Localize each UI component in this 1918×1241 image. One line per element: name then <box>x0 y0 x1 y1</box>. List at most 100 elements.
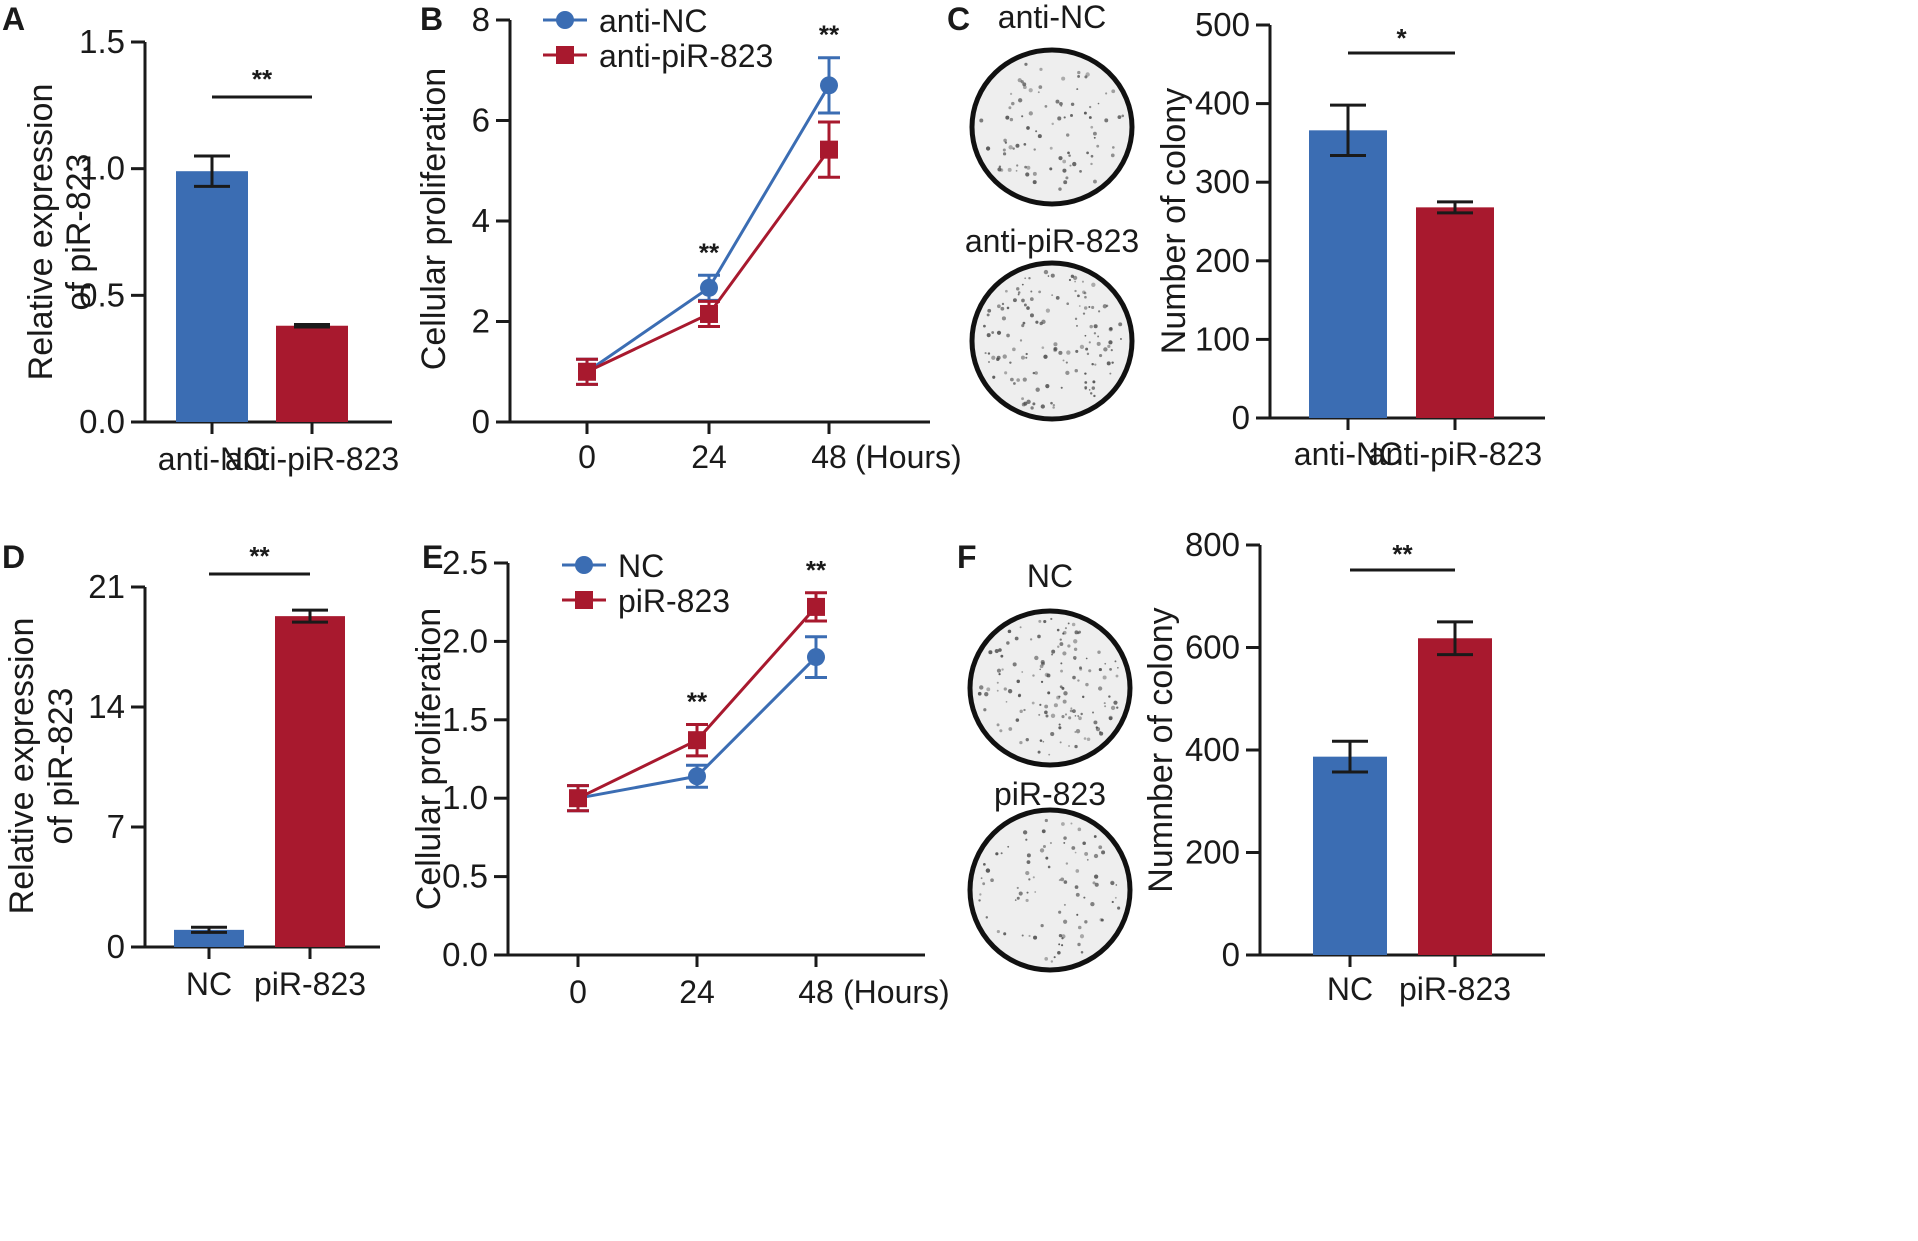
error-bar <box>1437 200 1473 215</box>
colony-dot <box>1062 168 1067 173</box>
colony-dot <box>1077 75 1081 78</box>
panel-letter: C <box>947 1 970 37</box>
colony-dot <box>1103 702 1106 705</box>
y-tick-label: 0.0 <box>442 936 488 973</box>
colony-dot <box>988 361 990 363</box>
colony-dot <box>1113 700 1118 705</box>
panel-e: E 0.0 0.5 1.0 1.5 2.0 2.5 0 24 48 (Hours) ** ** NCpiR… <box>410 539 950 1010</box>
x-tick-label: piR-823 <box>1399 971 1511 1007</box>
colony-dot <box>1008 106 1012 110</box>
y-tick-label: 100 <box>1195 320 1250 357</box>
colony-dot <box>1012 347 1016 352</box>
y-tick-label: 0.0 <box>79 403 125 440</box>
plate-label: piR-823 <box>994 776 1106 812</box>
colony-dot <box>1026 853 1031 858</box>
colony-dot <box>1086 858 1089 861</box>
colony-dot <box>1093 179 1097 184</box>
colony-dot <box>1017 291 1021 294</box>
colony-dot <box>1039 668 1042 671</box>
data-point <box>688 731 706 750</box>
colony-dot <box>1050 960 1054 963</box>
colony-dot <box>1076 913 1079 916</box>
colony-dot <box>1063 116 1066 119</box>
colony-dot <box>1077 827 1082 832</box>
colony-dot <box>1086 737 1091 742</box>
colony-dot <box>1082 312 1086 315</box>
bar <box>174 929 244 947</box>
colony-dot <box>1076 88 1079 91</box>
colony-dot <box>1002 354 1007 359</box>
colony-dot <box>1047 691 1051 695</box>
error-bar <box>1330 103 1366 157</box>
colony-dot <box>1003 138 1007 143</box>
colony-dot <box>1081 280 1084 283</box>
colony-dot <box>1007 629 1012 634</box>
colony-dot <box>1016 679 1020 684</box>
x-tick-label: 0 <box>569 974 587 1010</box>
colony-dot <box>1083 896 1086 899</box>
colony-dot <box>1005 289 1008 293</box>
colony-dot <box>1108 715 1113 721</box>
colony-dot <box>1060 877 1065 882</box>
colony-dot <box>1062 630 1067 635</box>
colony-dot <box>1007 845 1010 848</box>
significance-label: * <box>1396 23 1407 53</box>
colony-dot <box>996 723 1000 727</box>
colony-dot <box>1021 324 1025 328</box>
y-tick-label: 400 <box>1195 85 1250 122</box>
colony-dot <box>1025 838 1028 841</box>
colony-dot <box>1088 116 1092 119</box>
colony-dot <box>1038 713 1041 716</box>
y-tick-label: 1.0 <box>79 150 125 187</box>
colony-dot <box>980 877 983 880</box>
colony-dot <box>1014 899 1017 901</box>
colony-dot <box>1058 156 1063 161</box>
colony-dot <box>1025 737 1029 742</box>
colony-dot <box>995 852 999 856</box>
panel-letter: A <box>2 1 25 37</box>
colony-dots <box>978 818 1121 963</box>
y-tick-label: 500 <box>1195 6 1250 43</box>
significance-label: ** <box>699 237 720 267</box>
colony-dot <box>1068 716 1072 720</box>
colony-dot <box>1075 892 1080 897</box>
colony-dot <box>1015 718 1020 722</box>
y-tick-label: 2.0 <box>442 622 488 659</box>
colony-dot <box>1068 278 1072 282</box>
colony-dot <box>1074 280 1077 283</box>
colony-dot <box>1052 404 1056 407</box>
colony-dot <box>986 687 991 692</box>
data-point <box>700 304 718 323</box>
colony-dot <box>1063 836 1067 840</box>
colony-dot <box>1000 654 1004 658</box>
colony-dot <box>1026 891 1029 894</box>
colony-dot <box>1041 829 1046 834</box>
colony-dot <box>1084 75 1088 79</box>
colony-dot <box>1098 845 1103 850</box>
colony-dot <box>1077 679 1080 682</box>
colony-dot <box>1093 720 1098 725</box>
colony-dot <box>1075 349 1079 353</box>
colony-dot <box>985 916 989 919</box>
colony-dot <box>1072 675 1076 680</box>
colony-dot <box>1035 387 1040 392</box>
colony-dot <box>1090 154 1094 158</box>
colony-dot <box>987 308 992 313</box>
colony-dot <box>1020 80 1024 84</box>
colony-dot <box>986 313 990 317</box>
colony-dot <box>1005 115 1010 120</box>
colony-dot <box>1074 317 1078 321</box>
colony-dot <box>1062 632 1065 635</box>
colony-dot <box>1020 355 1025 360</box>
colony-dot <box>1043 269 1049 275</box>
colony-dot <box>1032 876 1035 879</box>
colony-plate <box>969 260 1135 422</box>
data-point <box>688 767 706 786</box>
colony-dot <box>1040 923 1044 928</box>
colony-dot <box>1088 305 1091 308</box>
y-axis-label: of piR-823 <box>60 154 98 311</box>
colony-dot <box>1039 703 1042 706</box>
colony-dot <box>1037 750 1041 754</box>
colony-dot <box>1120 337 1122 340</box>
